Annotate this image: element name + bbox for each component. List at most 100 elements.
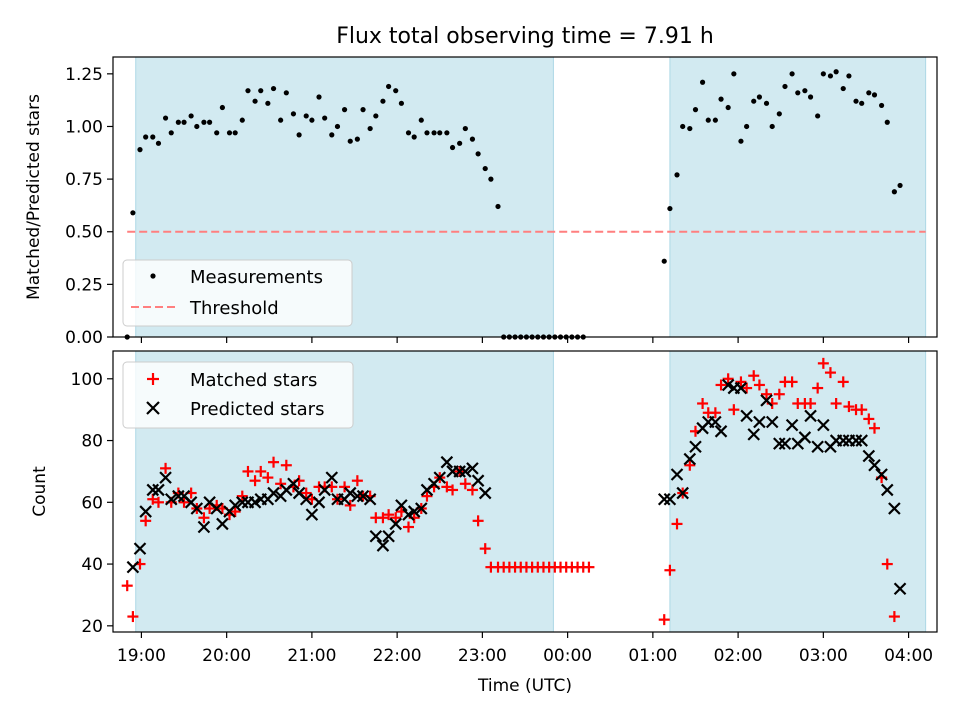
matched-star-point (583, 561, 595, 573)
matched-star-point (229, 506, 241, 518)
matched-star-point (773, 388, 785, 400)
predicted-star-point (868, 458, 881, 472)
matched-star-point (709, 407, 721, 419)
measurement-point (303, 113, 309, 119)
predicted-star-point (663, 492, 677, 506)
measurement-point (360, 107, 366, 113)
measurement-point (155, 140, 162, 146)
predicted-star-point (817, 418, 830, 432)
measurement-point (270, 85, 277, 92)
matched-star-point (786, 376, 798, 388)
predicted-star-point (888, 502, 901, 515)
predicted-star-point (382, 529, 395, 543)
predicted-star-point (287, 477, 300, 491)
measurement-point (763, 100, 770, 106)
predicted-star-point (139, 505, 152, 518)
matched-star-point (748, 370, 760, 382)
measurement-point (347, 138, 353, 144)
measurement-point (181, 119, 187, 125)
predicted-stars-points (126, 378, 907, 596)
measurement-point (329, 132, 335, 138)
measurement-point (756, 94, 763, 100)
measurement-point (738, 138, 744, 144)
predicted-star-point (325, 471, 339, 484)
predicted-star-point (133, 542, 147, 555)
ratio-y-label: Matched/Predicted stars (24, 94, 44, 300)
measurement-point (846, 73, 852, 79)
predicted-star-point (459, 465, 472, 478)
measurement-point (789, 71, 795, 77)
matched-star-point (198, 512, 210, 524)
predicted-star-point (376, 539, 390, 552)
count-y-tick-label: 20 (81, 617, 103, 637)
count-x-tick-label: 22:00 (373, 646, 422, 666)
measurement-point (386, 83, 392, 90)
predicted-star-point (395, 499, 408, 512)
measurement-point (341, 107, 348, 113)
matched-star-point (664, 564, 676, 576)
measurement-point (705, 117, 711, 123)
measurement-point (219, 104, 225, 111)
measurement-point (807, 94, 814, 100)
predicted-star-point (190, 502, 204, 515)
predicted-star-point (785, 418, 799, 432)
measurement-point (871, 92, 878, 98)
predicted-star-point (855, 434, 868, 447)
measurement-point (150, 134, 156, 140)
measurement-point (258, 88, 264, 94)
measurement-point (168, 130, 174, 136)
predicted-star-point (798, 431, 812, 444)
matched-star-point (824, 367, 836, 379)
measurement-point (878, 102, 885, 109)
predicted-star-point (893, 582, 907, 596)
predicted-star-point (760, 394, 773, 407)
matched-star-point (204, 502, 216, 514)
matched-star-point (888, 611, 900, 623)
measurement-point (354, 136, 360, 142)
matched-star-point (147, 493, 159, 505)
predicted-star-point (299, 492, 313, 506)
predicted-star-point (804, 409, 817, 423)
count-y-tick-label: 80 (81, 432, 103, 452)
predicted-star-point (676, 486, 689, 500)
predicted-star-point (714, 425, 728, 438)
measurement-point (252, 98, 258, 104)
predicted-star-point (811, 440, 824, 454)
measurement-point (482, 165, 488, 172)
matched-star-point (160, 462, 172, 474)
measurement-point (411, 134, 417, 140)
measurement-point (232, 130, 238, 136)
predicted-star-point (267, 486, 280, 500)
measurement-point (457, 140, 463, 146)
matched-star-point (275, 478, 287, 490)
measurement-point (776, 111, 782, 117)
measurement-point (283, 90, 289, 96)
measurement-point (201, 119, 207, 125)
matched-star-point (684, 459, 696, 471)
matched-star-point (262, 472, 274, 484)
matched-star-point (722, 373, 734, 385)
measurement-point (744, 123, 750, 130)
predicted-star-point (164, 492, 178, 506)
matched-star-point (863, 413, 875, 425)
count-x-tick-label: 02:00 (714, 646, 763, 666)
measurement-point (680, 123, 686, 130)
measurement-point (840, 85, 846, 92)
measurement-point (265, 100, 271, 106)
ratio-legend-box (122, 259, 353, 327)
predicted-star-point (197, 520, 211, 534)
predicted-star-point (747, 428, 761, 441)
measurement-point (143, 134, 149, 140)
count-axes: 20 40 60 80 100 19:00 20:00 21:00 22:00 23:00 00:… (30, 350, 938, 696)
measurement-point (431, 130, 437, 136)
ratio-shaded-span-2 (669, 56, 927, 338)
matched-star-point (459, 478, 471, 490)
measurement-point (367, 125, 373, 132)
measurement-point (475, 151, 481, 157)
measurements-legend-label: Measurements (190, 267, 323, 288)
count-x-tick-label: 21:00 (287, 646, 336, 666)
predicted-star-point (778, 437, 792, 450)
measurement-point (130, 210, 136, 216)
predicted-star-point (363, 492, 377, 506)
measurement-point (859, 100, 865, 106)
